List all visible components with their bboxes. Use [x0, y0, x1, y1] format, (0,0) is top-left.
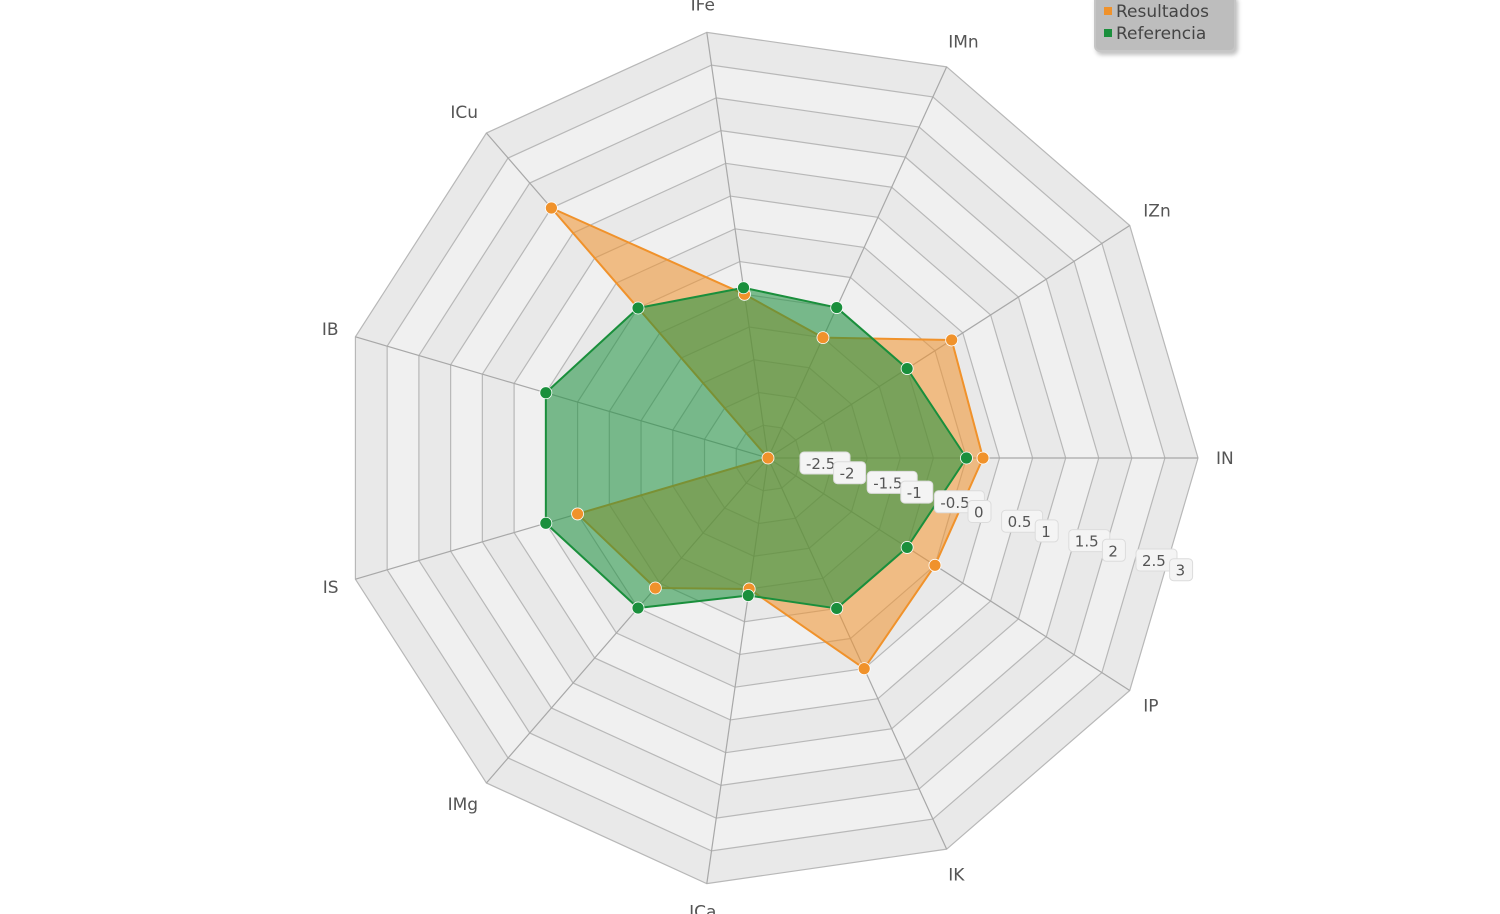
tick-label-box	[833, 461, 867, 485]
tick-label-group: 0.5	[1001, 509, 1044, 533]
point-referencia-icu[interactable]	[631, 301, 645, 315]
tick-label: -0.5	[940, 494, 969, 512]
series-areas	[544, 207, 984, 670]
legend-item-referencia[interactable]: Referencia	[1104, 24, 1206, 44]
tick-label-group: -2	[833, 461, 867, 485]
point-referencia-ica[interactable]	[741, 589, 755, 602]
point-resultados-icu[interactable]	[544, 201, 558, 215]
point-resultados-ip[interactable]	[928, 558, 942, 572]
point-referencia-is[interactable]	[539, 516, 553, 530]
series-area-referencia	[544, 286, 968, 610]
tick-label: 1.5	[1075, 533, 1099, 551]
legend-item-resultados[interactable]: Resultados	[1104, 2, 1209, 22]
series-points	[539, 201, 990, 676]
tick-label-group: 0	[967, 500, 992, 523]
axis-labels: IN IP IK ICa IMg IS IB ICu IFe IMn IZn	[322, 0, 1234, 914]
tick-label: -2.5	[806, 455, 835, 473]
legend-label-referencia: Referencia	[1116, 24, 1207, 44]
tick-label-group: 2	[1101, 538, 1126, 562]
point-resultados-ik[interactable]	[857, 662, 871, 676]
tick-label: -1.5	[873, 474, 902, 492]
tick-label: 0.5	[1008, 513, 1032, 531]
point-resultados-is[interactable]	[571, 507, 584, 521]
axis-label-ife: IFe	[691, 0, 715, 16]
radial-tick-labels: -2.5 -2 -1.5 -1 -0.5 0 0.5 1 1.5 2 2.5 3	[799, 451, 1194, 582]
tick-label-box	[1169, 558, 1194, 582]
legend-swatch-resultados	[1104, 7, 1112, 15]
point-resultados-imn[interactable]	[816, 331, 830, 345]
tick-label: 3	[1176, 562, 1186, 580]
tick-label-box	[900, 480, 934, 504]
point-referencia-ik[interactable]	[830, 602, 844, 615]
axis-label-icu: ICu	[450, 103, 478, 123]
point-resultados-img[interactable]	[648, 581, 662, 595]
tick-label-box	[1034, 519, 1059, 543]
tick-label-group: -1	[900, 480, 934, 504]
tick-label: 2	[1108, 542, 1118, 560]
tick-label: 1	[1041, 523, 1051, 541]
axis-label-is: IS	[323, 578, 339, 598]
axis-label-izn: IZn	[1143, 201, 1170, 221]
legend-swatch-referencia	[1104, 29, 1112, 37]
axis-label-imn: IMn	[948, 32, 978, 52]
point-referencia-izn[interactable]	[900, 362, 914, 375]
tick-label-box	[967, 500, 992, 523]
axis-label-ica: ICa	[689, 902, 716, 914]
tick-label: 0	[974, 504, 984, 522]
tick-label: -1	[907, 484, 922, 502]
point-referencia-imn[interactable]	[830, 301, 844, 314]
point-resultados-in[interactable]	[976, 451, 990, 465]
tick-label-box	[1101, 538, 1126, 562]
tick-label-group: 1.5	[1068, 529, 1111, 553]
point-referencia-ife[interactable]	[737, 281, 750, 295]
tick-label: 2.5	[1142, 552, 1166, 570]
tick-label: -2	[840, 465, 855, 483]
point-referencia-in[interactable]	[960, 451, 973, 465]
axis-label-ik: IK	[948, 866, 965, 886]
point-resultados-ib[interactable]	[761, 451, 775, 465]
axis-label-ip: IP	[1143, 697, 1158, 717]
point-referencia-ib[interactable]	[539, 386, 553, 400]
point-referencia-ip[interactable]	[900, 541, 914, 554]
point-referencia-img[interactable]	[631, 601, 645, 615]
point-resultados-izn[interactable]	[945, 333, 959, 347]
legend-label-resultados: Resultados	[1116, 2, 1209, 22]
legend: Resultados Referencia	[1094, 0, 1236, 52]
tick-label-group: 3	[1169, 558, 1194, 582]
axis-label-in: IN	[1216, 449, 1234, 469]
axis-label-img: IMg	[448, 795, 478, 815]
axis-label-ib: IB	[322, 320, 339, 340]
tick-label-group: 1	[1034, 519, 1059, 543]
